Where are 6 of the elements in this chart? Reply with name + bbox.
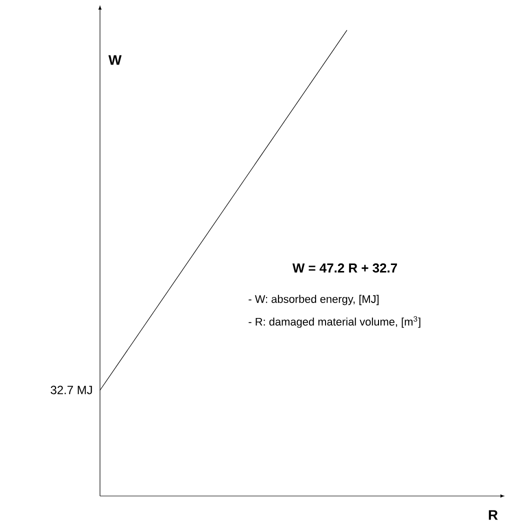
text: 32.7 MJ (50, 386, 92, 394)
y-axis-title: W (108, 55, 122, 65)
annotation: - R: damaged material volume, [m$^{3}$] (248, 316, 420, 328)
x-axis-title: R (488, 510, 498, 520)
annotation: W = 47.2 R + 32.7 (292, 263, 397, 273)
annotation: - W: absorbed energy, [MJ] (248, 294, 379, 306)
